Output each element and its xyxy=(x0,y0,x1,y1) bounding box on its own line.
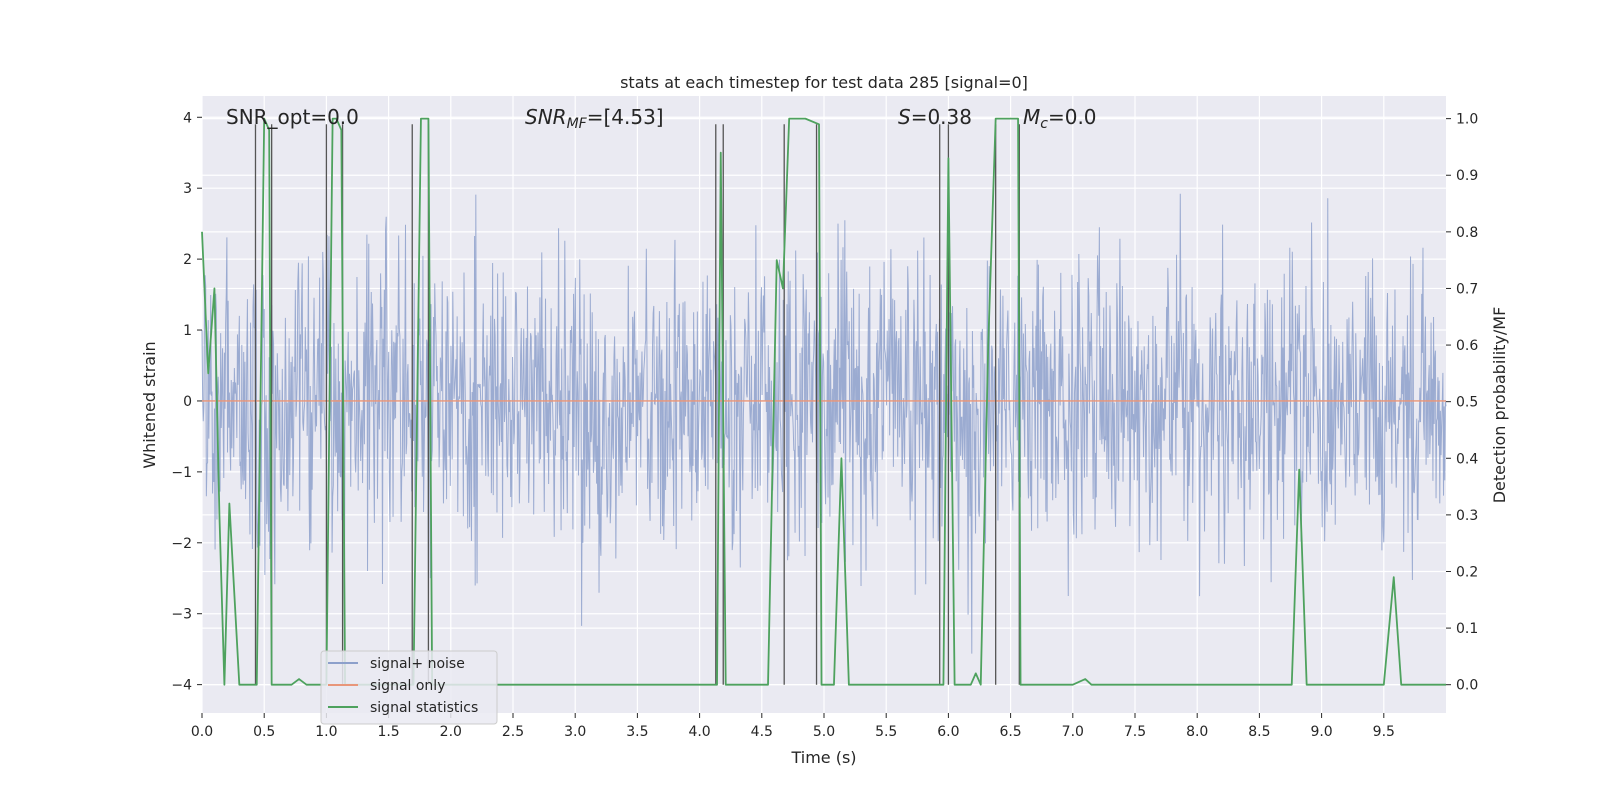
x-tick-label-15: 7.5 xyxy=(1124,724,1146,740)
annotation-snr-mf-subscript: MF xyxy=(567,116,588,132)
annotation-mc: Mc=0.0 xyxy=(1023,105,1097,132)
x-tick-label-10: 5.0 xyxy=(813,724,835,740)
y-tick-label-1: 3 xyxy=(183,181,192,197)
x-tick-label-0: 0.0 xyxy=(191,724,213,740)
x-tick-label-18: 9.0 xyxy=(1310,724,1332,740)
y-right-tick-label-6: 0.4 xyxy=(1456,451,1478,467)
signal-statistics-line xyxy=(201,117,1446,686)
x-tick-label-6: 3.0 xyxy=(564,724,586,740)
x-tick-label-3: 1.5 xyxy=(377,724,399,740)
y-right-tick-label-5: 0.5 xyxy=(1456,395,1478,411)
y-axis-ticks: 4 3 2 1 0 −1 −2 −3 −4 xyxy=(171,110,202,694)
x-tick-label-14: 7.0 xyxy=(1062,724,1084,740)
y-tick-label-3: 1 xyxy=(183,323,192,339)
x-tick-label-2: 1.0 xyxy=(315,724,337,740)
annotation-mc-symbol: M xyxy=(1023,105,1040,129)
y-tick-label-8: −4 xyxy=(171,678,192,694)
x-tick-label-1: 0.5 xyxy=(253,724,275,740)
y-right-tick-label-2: 0.8 xyxy=(1456,225,1478,241)
annotation-s-symbol: S xyxy=(898,105,911,129)
annotation-mc-value: =0.0 xyxy=(1048,105,1097,129)
legend-label-signal-noise: signal+ noise xyxy=(370,656,465,672)
x-tick-label-9: 4.5 xyxy=(751,724,773,740)
x-tick-label-5: 2.5 xyxy=(502,724,524,740)
x-tick-label-19: 9.5 xyxy=(1373,724,1395,740)
y-tick-label-0: 4 xyxy=(183,110,192,126)
signal-noise-line xyxy=(201,193,1447,654)
y-right-tick-label-7: 0.3 xyxy=(1456,508,1478,524)
annotation-snr-mf-value: =[4.53] xyxy=(587,105,664,129)
x-tick-label-8: 4.0 xyxy=(688,724,710,740)
annotation-s-value: =0.38 xyxy=(911,105,972,129)
y-tick-label-5: −1 xyxy=(171,465,192,481)
signal-statistics-series xyxy=(201,117,1446,686)
y-right-axis-label: Detection probability/MF xyxy=(1490,307,1509,504)
legend-label-signal-statistics: signal statistics xyxy=(370,700,478,716)
y-right-tick-label-10: 0.0 xyxy=(1456,678,1478,694)
chart-title: stats at each timestep for test data 285… xyxy=(620,73,1028,92)
x-tick-label-7: 3.5 xyxy=(626,724,648,740)
signal-noise-series xyxy=(201,193,1447,654)
x-tick-label-16: 8.0 xyxy=(1186,724,1208,740)
x-axis-ticks: 0.0 0.5 1.0 1.5 2.0 2.5 3.0 3.5 4.0 4.5 5.0 5.5 6.0 6… xyxy=(191,713,1395,740)
annotation-snr-opt: SNR_opt=0.0 xyxy=(226,105,359,129)
y-right-tick-label-3: 0.7 xyxy=(1456,281,1478,297)
x-tick-label-12: 6.0 xyxy=(937,724,959,740)
legend-box xyxy=(320,650,498,725)
x-tick-label-11: 5.5 xyxy=(875,724,897,740)
y-tick-label-6: −2 xyxy=(171,536,192,552)
y-right-tick-label-1: 0.9 xyxy=(1456,168,1478,184)
y-tick-label-2: 2 xyxy=(183,252,192,268)
legend-label-signal-only: signal only xyxy=(370,678,445,694)
x-tick-label-13: 6.5 xyxy=(999,724,1021,740)
y-right-tick-label-4: 0.6 xyxy=(1456,338,1478,354)
y-right-tick-label-9: 0.1 xyxy=(1456,621,1478,637)
y-right-tick-label-0: 1.0 xyxy=(1456,112,1478,128)
x-tick-label-4: 2.0 xyxy=(440,724,462,740)
detection-markers xyxy=(254,124,1020,685)
annotation-snr-mf: SNRMF=[4.53] xyxy=(525,105,664,132)
x-tick-label-17: 8.5 xyxy=(1248,724,1270,740)
annotation-mc-subscript: c xyxy=(1040,116,1048,132)
annotation-s: S=0.38 xyxy=(898,105,972,129)
x-axis-label: Time (s) xyxy=(790,748,856,767)
y-axis-label: Whitened strain xyxy=(140,341,159,468)
annotation-snr-mf-symbol: SNR xyxy=(525,105,567,129)
legend: signal+ noise signal only signal statist… xyxy=(320,650,498,725)
y-right-tick-label-8: 0.2 xyxy=(1456,564,1478,580)
y-tick-label-4: 0 xyxy=(183,394,192,410)
y-right-axis-ticks: 1.0 0.9 0.8 0.7 0.6 0.5 0.4 0.3 0.2 0.1 0.0 xyxy=(1446,112,1478,694)
y-tick-label-7: −3 xyxy=(171,607,192,623)
